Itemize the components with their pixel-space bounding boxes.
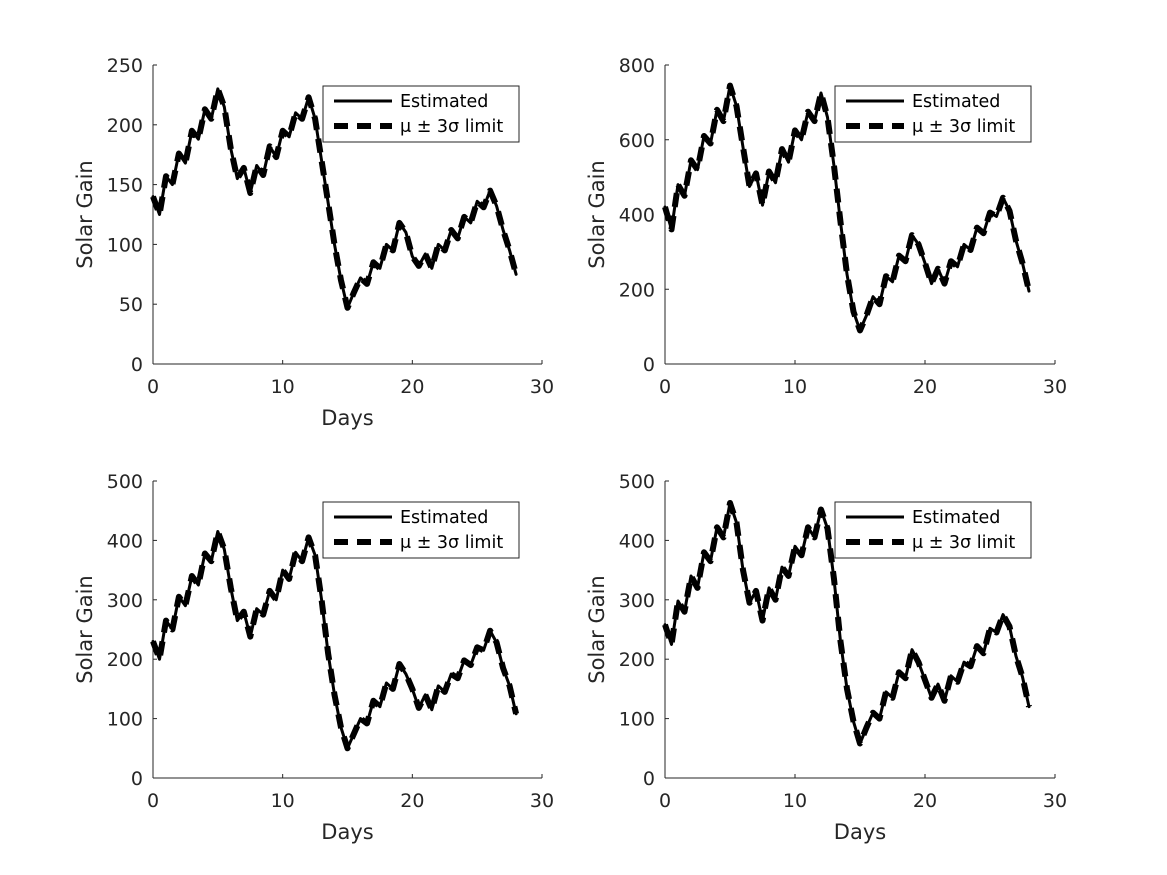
y-tick-label: 100	[619, 709, 655, 731]
x-tick-label: 20	[913, 376, 937, 398]
y-tick-label: 0	[131, 768, 143, 790]
x-tick-label: 0	[659, 376, 671, 398]
legend-entry-label: Estimated	[912, 508, 1000, 528]
subplot-2: 0 10 20 30 0 200 400 600 800 Solar Gain Estimated μ…	[585, 55, 1067, 398]
y-tick-label: 200	[619, 279, 655, 301]
y-tick-label: 400	[107, 530, 143, 552]
x-tick-label: 0	[147, 790, 159, 812]
y-tick-label: 100	[107, 234, 143, 256]
x-tick-label: 20	[913, 790, 937, 812]
y-tick-label: 600	[619, 130, 655, 152]
y-tick-label: 50	[119, 294, 143, 316]
y-tick-label: 500	[107, 471, 143, 493]
series-line-limit	[150, 85, 519, 311]
x-tick-label: 20	[400, 376, 424, 398]
x-axis-label: Days	[321, 820, 373, 844]
x-tick-label: 30	[1043, 376, 1067, 398]
legend: Estimated μ ± 3σ limit	[322, 501, 520, 559]
y-tick-label: 200	[107, 115, 143, 137]
y-tick-label: 100	[107, 709, 143, 731]
x-tick-label: 0	[659, 790, 671, 812]
y-axis-label: Solar Gain	[585, 160, 609, 268]
x-tick-label: 10	[271, 376, 295, 398]
y-axis-label: Solar Gain	[73, 160, 97, 268]
series-line-limit	[150, 528, 520, 752]
legend-entry-label: μ ± 3σ limit	[912, 117, 1015, 137]
x-tick-label: 0	[147, 376, 159, 398]
y-tick-label: 250	[107, 55, 143, 77]
legend-entry-label: Estimated	[400, 92, 488, 112]
x-tick-label: 20	[400, 790, 424, 812]
x-tick-label: 10	[783, 790, 807, 812]
y-tick-label: 500	[619, 471, 655, 493]
y-tick-label: 200	[107, 649, 143, 671]
y-axis-label: Solar Gain	[73, 575, 97, 683]
legend-entry-label: μ ± 3σ limit	[400, 117, 503, 137]
x-axis-label: Days	[321, 406, 373, 430]
legend-entry-label: Estimated	[400, 508, 488, 528]
legend-entry-label: Estimated	[912, 92, 1000, 112]
legend-box	[322, 501, 520, 559]
y-tick-label: 400	[619, 530, 655, 552]
legend-box	[834, 85, 1032, 143]
legend-box	[322, 85, 520, 143]
legend-box	[834, 501, 1032, 559]
x-tick-label: 10	[783, 376, 807, 398]
x-tick-label: 10	[271, 790, 295, 812]
legend: Estimated μ ± 3σ limit	[834, 501, 1032, 559]
y-tick-label: 200	[619, 649, 655, 671]
x-axis-label: Days	[834, 820, 886, 844]
x-tick-label: 30	[530, 376, 554, 398]
legend-entry-label: μ ± 3σ limit	[912, 533, 1015, 553]
legend: Estimated μ ± 3σ limit	[834, 85, 1032, 143]
series-line-limit	[662, 500, 1032, 747]
y-tick-label: 0	[643, 768, 655, 790]
subplot-1: 0 10 20 30 0 50 100 150 200 250 Days Solar Gain Esti…	[73, 55, 554, 430]
x-tick-label: 30	[530, 790, 554, 812]
x-tick-label: 30	[1043, 790, 1067, 812]
y-axis-label: Solar Gain	[585, 575, 609, 683]
y-tick-label: 800	[619, 55, 655, 77]
y-tick-label: 0	[131, 354, 143, 376]
series-line-limit	[662, 82, 1032, 334]
y-tick-label: 0	[643, 354, 655, 376]
y-tick-label: 300	[619, 590, 655, 612]
legend: Estimated μ ± 3σ limit	[322, 85, 520, 143]
y-tick-label: 150	[107, 175, 143, 197]
legend-entry-label: μ ± 3σ limit	[400, 533, 503, 553]
y-tick-label: 300	[107, 590, 143, 612]
y-tick-label: 400	[619, 205, 655, 227]
